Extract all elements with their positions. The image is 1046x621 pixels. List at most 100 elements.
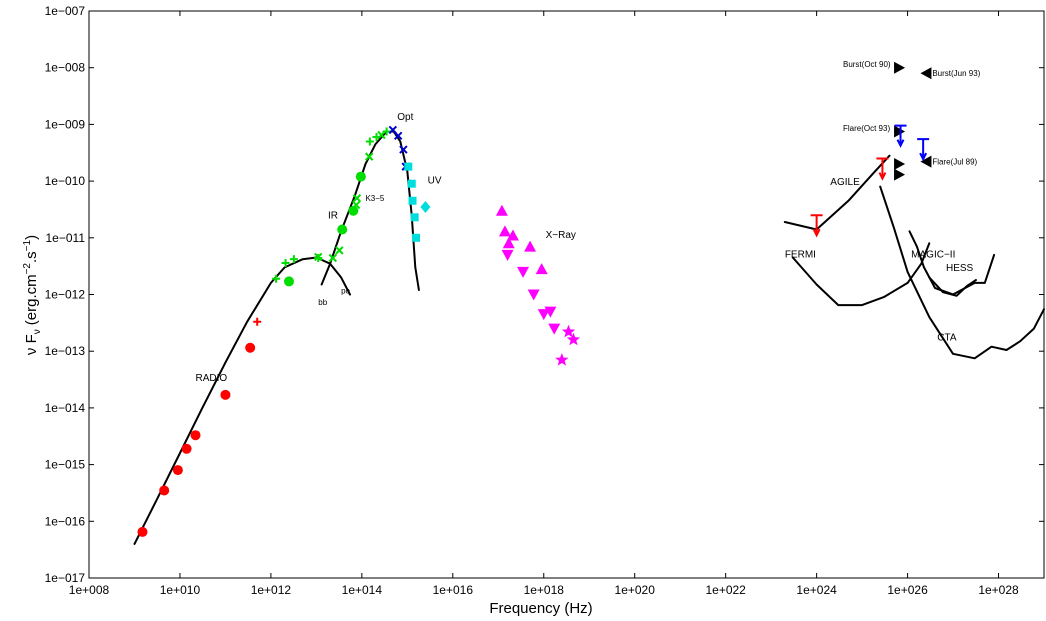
- x-tick-label: 1e+014: [342, 583, 383, 597]
- y-tick-label: 1e−014: [45, 401, 86, 415]
- data-point-triangle-right: [894, 168, 906, 181]
- data-point-circle: [284, 276, 295, 287]
- x-tick-label: 1e+022: [705, 583, 746, 597]
- annotation-label: HESS: [946, 263, 974, 274]
- data-point-circle: [220, 389, 231, 400]
- annotation-label: MAGIC−II: [911, 249, 955, 260]
- annotation-label: UV: [428, 176, 442, 187]
- annotation-label: Burst(Oct 90): [843, 60, 891, 69]
- x-tick-label: 1e+024: [796, 583, 837, 597]
- data-point-triangle-down: [517, 266, 530, 278]
- y-tick-label: 1e−009: [45, 117, 86, 131]
- curve-cta: [879, 185, 1045, 360]
- x-axis-title: Frequency (Hz): [489, 600, 592, 617]
- data-point-circle: [337, 224, 348, 235]
- data-point-triangle-up: [502, 237, 515, 249]
- x-tick-label: 1e+026: [887, 583, 928, 597]
- data-point-square: [408, 196, 417, 205]
- x-tick-label: 1e+010: [160, 583, 201, 597]
- data-point-x: [394, 131, 403, 140]
- data-point-upper-limit: [810, 214, 823, 238]
- data-point-square: [407, 179, 416, 188]
- x-tick-label: 1e+028: [978, 583, 1019, 597]
- y-tick-label: 1e−010: [45, 174, 86, 188]
- annotation-label: CTA: [937, 332, 957, 343]
- data-point-circle: [190, 430, 201, 441]
- annotation-label: IR: [328, 210, 338, 221]
- y-axis-title-end: ): [23, 235, 40, 240]
- data-point-star: [555, 353, 569, 366]
- plot-frame: [88, 10, 1045, 579]
- data-point-x: [377, 130, 386, 140]
- y-tick-label: 1e−016: [45, 514, 86, 528]
- data-point-triangle-up: [498, 225, 511, 237]
- data-point-triangle-up: [524, 240, 537, 252]
- data-point-circle: [245, 342, 256, 353]
- annotation-label: po: [341, 286, 350, 295]
- x-tick-label: 1e+016: [433, 583, 474, 597]
- data-point-plus: [365, 137, 374, 146]
- data-point-x: [335, 246, 344, 255]
- curve-agile: [783, 154, 891, 231]
- y-tick-label: 1e−011: [46, 231, 86, 245]
- y-axis-title-exp1: −2: [22, 263, 33, 275]
- data-point-plus: [281, 258, 290, 267]
- annotation-label: RADIO: [196, 373, 228, 384]
- plot-area: 1e+008 1e+010 1e+012 1e+014 1e+016 1e+018 1e+0…: [45, 4, 1045, 597]
- annotation-label: AGILE: [830, 177, 860, 188]
- curve-magic-ii: [908, 230, 996, 296]
- data-point-upper-limit: [917, 138, 930, 162]
- data-point-triangle-down: [544, 306, 557, 318]
- y-tick-label: 1e−012: [45, 288, 86, 302]
- annotation-label: bb: [318, 298, 327, 307]
- y-tick-label: 1e−007: [45, 4, 86, 18]
- x-tick-label: 1e+012: [251, 583, 292, 597]
- data-point-x: [314, 252, 323, 262]
- data-point-triangle-down: [537, 309, 550, 321]
- data-point-triangle-up: [506, 229, 519, 241]
- data-point-triangle-left: [920, 155, 932, 168]
- y-axis-title: ν Fν (erg.cm−2.s−1): [22, 235, 43, 355]
- y-axis-title-exp2: −1: [22, 239, 33, 251]
- data-point-plus: [272, 274, 281, 283]
- data-point-triangle-down: [548, 323, 561, 335]
- x-tick-label: 1e+020: [615, 583, 656, 597]
- annotation-label: X−Ray: [546, 230, 576, 241]
- curve-hess: [928, 276, 977, 297]
- data-point-circle: [181, 443, 192, 454]
- y-tick-label: 1e−015: [45, 458, 86, 472]
- data-point-circle: [159, 485, 170, 496]
- data-point-triangle-down: [527, 289, 540, 301]
- data-point-x: [364, 152, 374, 161]
- annotation-label: Burst(Jun 93): [932, 69, 980, 78]
- y-tick-label: 1e−013: [45, 344, 86, 358]
- data-point-circle: [348, 205, 359, 216]
- data-point-x: [352, 193, 362, 203]
- data-point-x: [328, 253, 338, 263]
- annotation-label: Flare(Oct 93): [843, 124, 890, 133]
- data-point-diamond: [420, 200, 431, 213]
- data-point-triangle-left: [920, 67, 932, 80]
- data-point-triangle-down: [501, 249, 514, 261]
- data-point-x: [356, 172, 366, 181]
- annotation-label: Flare(Jul 89): [932, 158, 977, 167]
- data-point-square: [404, 162, 413, 171]
- data-point-square: [411, 233, 420, 242]
- annotation-label: Opt: [397, 112, 413, 123]
- y-axis-title-units: (erg.cm: [23, 274, 40, 325]
- data-point-star: [566, 332, 581, 346]
- data-point-x: [399, 145, 408, 154]
- data-point-plus: [289, 255, 298, 264]
- y-axis-title-main: ν F: [23, 334, 40, 355]
- data-point-x: [351, 200, 361, 210]
- y-axis-title-sub: ν: [32, 329, 43, 334]
- annotation-label: FERMI: [785, 249, 816, 260]
- x-tick-label: 1e+018: [524, 583, 565, 597]
- data-point-square: [410, 213, 419, 222]
- y-tick-label: 1e−017: [45, 571, 86, 585]
- data-point-upper-limit: [894, 124, 907, 148]
- data-point-plus: [253, 317, 262, 326]
- data-point-triangle-up: [495, 204, 508, 216]
- data-point-circle: [172, 465, 183, 476]
